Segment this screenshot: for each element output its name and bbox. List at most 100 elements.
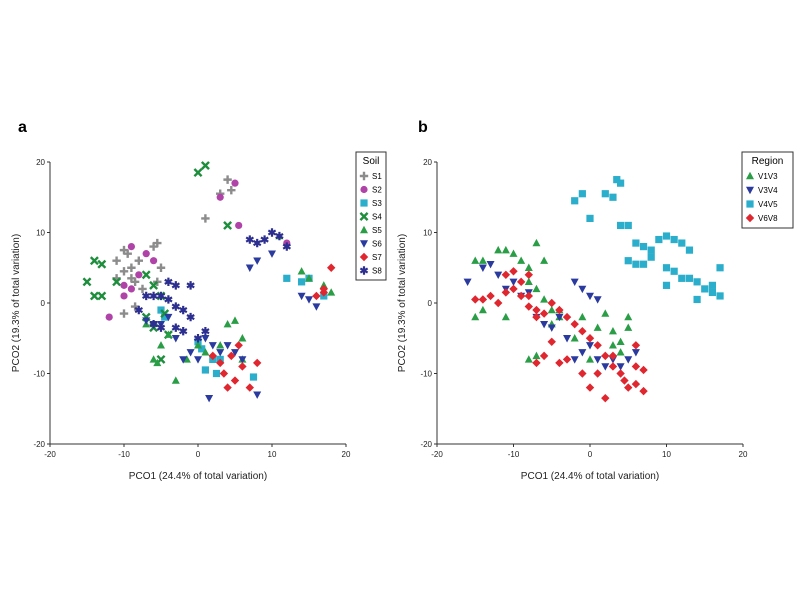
- data-point-v4v5: [639, 243, 648, 251]
- data-point-v6v8: [524, 302, 533, 311]
- data-point-v3v4: [601, 363, 610, 371]
- data-point-s5: [153, 358, 162, 367]
- data-point-s8: [186, 312, 195, 322]
- data-point-s3: [212, 369, 221, 378]
- data-point-s5: [238, 334, 247, 342]
- data-point-v4v5: [708, 288, 716, 297]
- data-point-s8: [134, 305, 143, 315]
- data-point-s4: [89, 291, 99, 301]
- data-point-v1v3: [478, 256, 487, 264]
- x-tick-label: -10: [508, 450, 520, 459]
- data-point-v6v8: [608, 351, 618, 361]
- data-point-v3v4: [563, 335, 572, 343]
- data-point-v6v8: [509, 267, 518, 276]
- data-point-v4v5: [716, 264, 724, 272]
- data-point-v3v4: [624, 356, 633, 364]
- data-point-s8: [171, 323, 180, 332]
- data-point-v1v3: [616, 337, 625, 345]
- data-point-s6: [186, 349, 195, 357]
- data-point-s5: [149, 355, 158, 363]
- data-point-s8: [142, 291, 151, 301]
- data-point-v6v8: [631, 341, 641, 350]
- data-point-v6v8: [539, 351, 549, 361]
- data-point-s2: [127, 285, 135, 293]
- legend-label-s8: S8: [372, 267, 382, 276]
- data-point-s1: [201, 214, 210, 223]
- data-point-v6v8: [478, 295, 488, 304]
- data-point-s1: [227, 186, 236, 195]
- legend-marker-s8: [359, 266, 369, 275]
- data-point-s8: [282, 242, 291, 251]
- data-point-v3v4: [494, 271, 503, 279]
- legend-marker-s6: [360, 240, 368, 248]
- data-point-v4v5: [609, 193, 617, 201]
- y-tick-label: 20: [36, 158, 45, 167]
- data-point-s5: [171, 376, 180, 384]
- data-point-v6v8: [524, 291, 533, 301]
- data-point-s7: [312, 291, 321, 301]
- data-point-v3v4: [586, 292, 594, 301]
- data-point-s2: [150, 257, 158, 265]
- legend-label-s4: S4: [372, 213, 382, 222]
- data-point-s5: [305, 274, 313, 282]
- data-point-v6v8: [532, 312, 541, 322]
- data-point-v6v8: [639, 386, 648, 396]
- legend-marker-s3: [360, 199, 368, 207]
- data-point-s2: [231, 179, 239, 187]
- y-tick-label: 20: [423, 158, 432, 167]
- data-point-v1v3: [532, 238, 541, 247]
- data-point-v4v5: [693, 278, 701, 286]
- data-point-s5: [201, 348, 210, 356]
- legend-label-v6v8: V6V8: [758, 214, 778, 223]
- data-point-v6v8: [471, 295, 480, 304]
- data-point-v1v3: [624, 323, 633, 331]
- data-point-s4: [223, 221, 233, 230]
- data-point-v6v8: [585, 383, 595, 392]
- data-point-v1v3: [586, 355, 594, 363]
- data-point-s8: [149, 291, 158, 301]
- data-point-s1: [119, 309, 129, 318]
- data-point-v6v8: [555, 358, 564, 368]
- legend-box: [355, 151, 387, 281]
- data-point-s2: [120, 281, 128, 289]
- data-point-s5: [223, 319, 232, 328]
- panel-a-letter: a: [18, 119, 27, 136]
- data-point-v3v4: [570, 278, 579, 287]
- data-point-v1v3: [471, 256, 480, 264]
- data-point-s6: [179, 356, 188, 364]
- y-tick-label: -20: [420, 440, 432, 449]
- data-point-s8: [156, 323, 166, 332]
- data-point-s3: [201, 366, 209, 374]
- y-tick-label: -20: [33, 440, 45, 449]
- data-point-v6v8: [532, 305, 541, 315]
- data-point-s7: [253, 358, 262, 368]
- data-point-s6: [312, 303, 321, 311]
- panel-b-y-axis-title: PCO2 (19.3% of total variation): [397, 234, 408, 372]
- data-point-s2: [135, 271, 143, 279]
- y-tick-label: 10: [36, 229, 45, 238]
- data-point-v6v8: [494, 298, 503, 308]
- data-point-v1v3: [547, 305, 556, 314]
- data-point-s2: [216, 193, 224, 201]
- data-point-v4v5: [617, 221, 625, 230]
- data-point-v4v5: [662, 281, 671, 289]
- data-point-v6v8: [585, 334, 595, 343]
- data-point-v1v3: [524, 355, 533, 363]
- data-point-v1v3: [608, 341, 617, 349]
- data-point-v4v5: [647, 253, 655, 261]
- data-point-v4v5: [655, 235, 663, 244]
- panel-a-points: [82, 161, 336, 403]
- data-point-v6v8: [624, 383, 633, 392]
- data-point-s5: [194, 341, 202, 349]
- data-point-v3v4: [616, 363, 625, 371]
- x-tick-label: 10: [662, 450, 671, 459]
- data-point-v6v8: [486, 291, 495, 301]
- panel-a-legend: Soil S1 S2 S3 S4 S5 S6 S7 S8: [355, 151, 387, 281]
- data-point-s6: [238, 356, 247, 364]
- data-point-v3v4: [586, 342, 594, 350]
- x-tick-label: 0: [196, 450, 201, 459]
- data-point-s5: [216, 341, 225, 349]
- data-point-s6: [201, 335, 210, 343]
- data-point-v1v3: [540, 295, 549, 303]
